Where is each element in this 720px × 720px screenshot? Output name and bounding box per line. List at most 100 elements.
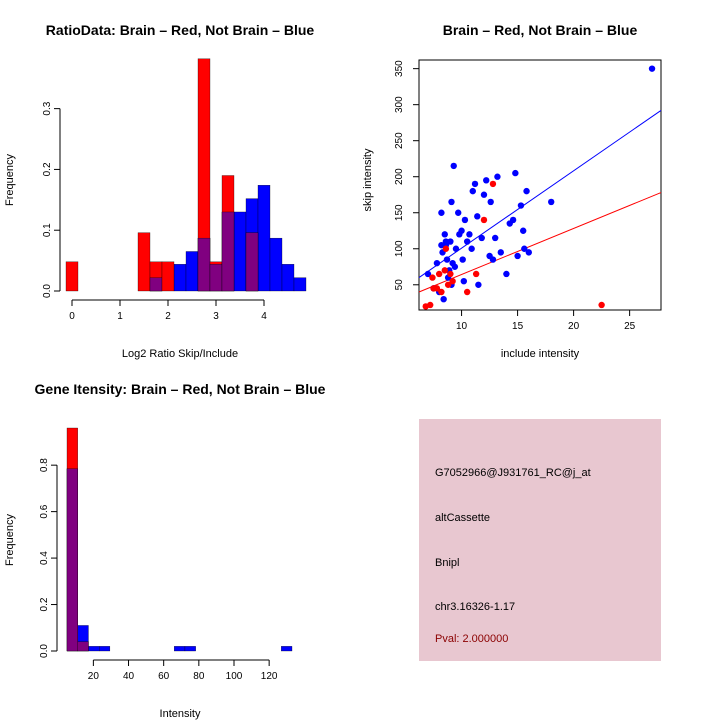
hist1-bar-brain bbox=[137, 232, 151, 292]
scatter-y-tick-label: 100 bbox=[394, 240, 405, 257]
hist1-bar-not-brain bbox=[293, 277, 307, 292]
scatter-point-not-brain bbox=[478, 234, 485, 242]
scatter-point-not-brain bbox=[451, 263, 459, 270]
scatter-x-tick-label: 25 bbox=[624, 321, 636, 332]
hist3-bar-not-brain bbox=[281, 646, 293, 652]
scatter-point-not-brain bbox=[494, 173, 501, 180]
scatter-point-not-brain bbox=[548, 198, 555, 206]
scatter-point-not-brain bbox=[525, 249, 532, 256]
scatter-point-brain bbox=[427, 301, 434, 309]
scatter-x-tick-label: 15 bbox=[512, 321, 524, 332]
scatter-point-not-brain bbox=[469, 187, 476, 195]
hist1-bar-not-brain bbox=[281, 264, 295, 292]
scatter-point-not-brain bbox=[450, 162, 457, 170]
hist1-bar-overlap bbox=[197, 237, 211, 292]
scatter-point-not-brain bbox=[455, 209, 462, 216]
scatter-y-tick-label: 150 bbox=[394, 204, 405, 221]
scatter-point-not-brain bbox=[521, 245, 528, 252]
hist1-y-tick-label: 0.3 bbox=[42, 101, 53, 115]
hist3-bar-not-brain bbox=[174, 646, 186, 652]
event-type-text: altCassette bbox=[435, 512, 490, 524]
scatter-y-tick-label: 300 bbox=[394, 96, 405, 113]
scatter-point-brain bbox=[433, 285, 441, 292]
scatter-y-tick-label: 350 bbox=[394, 60, 405, 77]
scatter-point-not-brain bbox=[474, 213, 481, 220]
scatter-point-not-brain bbox=[517, 202, 525, 209]
hist1-bar-not-brain bbox=[257, 185, 271, 292]
scatter-point-not-brain bbox=[487, 198, 494, 206]
hist1-bar-overlap bbox=[149, 277, 163, 292]
hist3-x-tick-label: 20 bbox=[88, 671, 100, 682]
hist3-y-tick-label: 0.8 bbox=[39, 458, 50, 472]
scatter-point-not-brain bbox=[463, 238, 471, 245]
scatter-point-not-brain bbox=[471, 180, 479, 188]
scatter-point-not-brain bbox=[441, 231, 448, 238]
gene-histogram-xlabel: Intensity bbox=[160, 708, 201, 720]
gene-intensity-histogram: Gene Itensity: Brain – Red, Not Brain – … bbox=[4, 381, 326, 720]
hist3-bar-not-brain bbox=[88, 646, 100, 652]
genomic-location-text: chr3.16326-1.17 bbox=[435, 601, 515, 613]
info-panel-background bbox=[419, 419, 661, 661]
hist3-x-tick-label: 60 bbox=[158, 671, 170, 682]
scatter-point-brain bbox=[447, 270, 454, 278]
hist3-y-tick-label: 0.2 bbox=[39, 597, 50, 611]
scatter-point-not-brain bbox=[438, 241, 445, 249]
scatter-point-not-brain bbox=[424, 270, 432, 278]
scatter-point-not-brain bbox=[443, 256, 451, 263]
hist1-x-tick-label: 2 bbox=[165, 311, 171, 322]
scatter-point-brain bbox=[463, 288, 471, 296]
scatter-point-brain bbox=[442, 245, 450, 252]
probe-info-panel: G7052966@J931761_RC@j_at altCassette Bni… bbox=[419, 419, 661, 661]
hist1-bar-not-brain bbox=[233, 211, 247, 292]
scatter-x-tick-label: 20 bbox=[568, 321, 580, 332]
ratio-histogram-ylabel: Frequency bbox=[4, 154, 16, 206]
scatter-point-brain bbox=[441, 267, 448, 274]
hist1-bar-brain bbox=[65, 261, 79, 292]
scatter-point-not-brain bbox=[452, 245, 460, 252]
scatter-point-not-brain bbox=[459, 256, 466, 263]
ratio-histogram-title: RatioData: Brain – Red, Not Brain – Blue bbox=[46, 22, 315, 38]
scatter-point-brain bbox=[449, 277, 456, 285]
scatter-point-not-brain bbox=[509, 216, 517, 224]
scatter-point-not-brain bbox=[483, 177, 490, 184]
probe-id-text: G7052966@J931761_RC@j_at bbox=[435, 467, 591, 479]
scatter-point-not-brain bbox=[523, 187, 530, 195]
hist3-bar-overlap bbox=[66, 468, 78, 652]
hist1-bar-overlap bbox=[245, 232, 259, 292]
scatter-y-tick-label: 200 bbox=[394, 168, 405, 185]
scatter-point-not-brain bbox=[512, 169, 519, 177]
scatter-point-not-brain bbox=[448, 198, 455, 206]
hist3-y-tick-label: 0.0 bbox=[39, 644, 50, 658]
scatter-point-brain bbox=[435, 270, 443, 278]
scatter-point-not-brain bbox=[503, 270, 510, 278]
scatter-y-tick-label: 250 bbox=[394, 132, 405, 149]
gene-histogram-title: Gene Itensity: Brain – Red, Not Brain – … bbox=[35, 381, 326, 397]
scatter-point-not-brain bbox=[648, 65, 656, 72]
scatter-point-not-brain bbox=[460, 277, 468, 285]
scatter-title: Brain – Red, Not Brain – Blue bbox=[443, 22, 638, 38]
hist1-bar-not-brain bbox=[173, 264, 187, 292]
hist1-x-tick-label: 4 bbox=[261, 311, 267, 322]
scatter-y-tick-label: 50 bbox=[394, 279, 405, 291]
scatter-point-not-brain bbox=[458, 227, 465, 234]
hist3-x-tick-label: 40 bbox=[123, 671, 135, 682]
scatter-point-not-brain bbox=[440, 295, 447, 303]
scatter-point-brain bbox=[438, 288, 445, 296]
scatter-xlabel: include intensity bbox=[501, 348, 580, 360]
scatter-point-not-brain bbox=[466, 231, 473, 238]
scatter-point-brain bbox=[429, 274, 436, 281]
hist1-bar-brain bbox=[161, 261, 175, 292]
hist3-bar-not-brain bbox=[99, 646, 111, 652]
hist1-bar-overlap bbox=[209, 264, 223, 292]
scatter-point-brain bbox=[444, 281, 452, 288]
hist1-x-tick-label: 0 bbox=[69, 311, 75, 322]
scatter-point-not-brain bbox=[468, 245, 475, 252]
hist3-y-tick-label: 0.6 bbox=[39, 504, 50, 518]
intensity-scatter-plot: Brain – Red, Not Brain – Blue include in… bbox=[362, 22, 662, 360]
hist1-x-tick-label: 3 bbox=[213, 311, 219, 322]
hist1-y-tick-label: 0.0 bbox=[42, 284, 53, 298]
ratio-histogram: RatioData: Brain – Red, Not Brain – Blue… bbox=[4, 22, 314, 360]
scatter-point-not-brain bbox=[489, 256, 497, 263]
hist1-y-tick-label: 0.1 bbox=[42, 223, 53, 237]
